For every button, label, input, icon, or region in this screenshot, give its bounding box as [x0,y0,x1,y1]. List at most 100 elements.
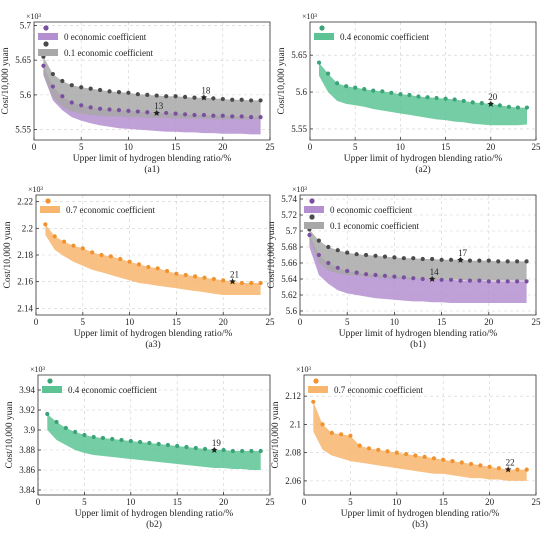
y-tick-label: 5.55 [291,124,307,134]
data-point-2-0-3 [71,243,76,248]
x-tick-label: 20 [485,497,495,507]
y-tick-label: 2.1 [290,419,301,429]
data-point-4-0-19 [221,447,226,453]
x-tick-label: 10 [390,317,400,327]
data-point-3-1-22 [515,259,520,264]
marker-label-3-0: 14 [430,267,440,277]
y-axis-label: Cost/10,000 yuan [271,401,281,468]
x-tick-label: 0 [32,142,37,152]
data-point-3-1-13 [430,256,435,262]
data-point-4-0-15 [184,444,189,450]
x-tick-label: 5 [82,497,87,507]
data-point-3-1-11 [411,256,416,261]
data-point-1-0-9 [398,92,403,97]
data-point-2-0-23 [258,280,263,286]
x-tick-label: 5 [348,497,353,507]
x-axis-label: Upper limit of hydrogen blending ratio/% [73,153,232,164]
data-point-5-0-16 [459,460,464,465]
data-point-3-1-5 [354,252,359,257]
data-point-5-0-5 [357,443,362,448]
data-point-4-0-4 [82,432,87,438]
data-point-3-0-17 [467,278,473,283]
data-point-1-0-5 [362,87,367,92]
data-point-3-1-19 [486,258,491,263]
data-point-0-1-11 [145,92,150,97]
data-point-3-1-14 [439,257,444,262]
y-tick-label: 5.64 [281,274,297,284]
data-point-4-0-3 [73,429,78,435]
y-axis-label: Cost/10,000 yuan [3,221,13,288]
plot-frame [33,21,271,141]
marker-label-0-1: 18 [201,86,211,96]
data-point-1-0-1 [325,71,331,76]
x-axis-label: Upper limit of hydrogen blending ratio/% [341,508,500,519]
legend: 0.7 economic coefficient [40,198,156,215]
legend-swatch [40,206,60,213]
data-point-5-0-15 [450,459,455,464]
data-point-0-1-3 [69,83,74,88]
y-tick-label: 5.74 [281,194,297,204]
chart-b3: ★22 0 5 10 15 20 25 2.06 2.08 2.1 2.12 ×10³ Upper li… [271,365,541,530]
x-tick-label: 15 [172,317,182,327]
y-tick-label: 2.22 [17,197,33,207]
data-point-4-0-17 [202,446,208,452]
x-tick-label: 15 [441,142,451,152]
data-point-1-0-16 [461,98,466,104]
data-point-3-0-10 [401,275,406,280]
x-tick-label: 0 [34,317,39,327]
y-tick-label: 5.6 [286,306,298,316]
data-point-5-0-6 [366,446,372,451]
legend-swatch [304,206,324,213]
panel-caption: (b1) [410,339,426,350]
data-point-0-0-19 [220,113,225,118]
data-point-4-0-2 [63,425,68,431]
data-point-5-0-18 [478,463,483,468]
data-point-0-0-8 [116,108,122,113]
series-area-2-0 [45,224,261,295]
y-tick-label: 2.18 [17,250,33,260]
y-axis-label: Cost/10,000 yuan [5,401,15,468]
x-tick-label: 15 [173,497,183,507]
data-point-1-0-23 [524,105,530,110]
data-point-0-1-15 [182,94,188,100]
data-point-0-1-13 [164,94,169,99]
data-point-3-1-8 [382,254,388,259]
data-point-3-1-16 [458,257,463,262]
legend-label: 0.7 economic coefficient [66,205,156,215]
data-point-3-0-11 [411,276,416,281]
data-point-1-0-8 [389,90,394,95]
series-area-3-0 [309,235,527,303]
data-point-1-0-7 [380,89,385,94]
data-point-3-0-7 [373,272,378,278]
data-point-4-0-23 [258,448,263,454]
x-tick-label: 25 [266,142,276,152]
data-point-1-0-11 [416,94,421,99]
data-point-4-0-14 [175,443,180,449]
marker-star-1-0: ★ [487,99,495,109]
data-point-3-1-23 [524,259,529,264]
data-point-3-0-2 [326,260,331,266]
data-point-0-1-20 [230,97,235,102]
data-point-2-0-22 [249,280,254,286]
data-point-0-0-21 [239,114,244,119]
marker-star-0-1: ★ [200,93,208,103]
data-point-0-0-20 [230,114,235,119]
data-point-2-0-13 [164,268,170,274]
legend-dot [309,214,315,220]
marker-label-3-1: 17 [458,248,468,258]
data-point-4-0-13 [165,442,171,448]
data-point-5-0-14 [441,457,446,462]
data-point-0-0-23 [258,114,263,120]
data-point-4-0-18 [212,447,217,453]
y-tick-label: 3.84 [19,485,35,495]
data-point-3-0-6 [363,272,369,277]
data-point-3-1-10 [401,256,406,261]
x-tick-label: 5 [353,142,358,152]
data-point-4-0-11 [147,440,152,446]
data-point-2-0-5 [90,250,95,255]
data-point-1-0-6 [371,88,376,93]
data-point-1-0-12 [425,95,430,100]
data-point-0-0-10 [135,109,140,114]
data-point-2-0-6 [99,252,104,258]
